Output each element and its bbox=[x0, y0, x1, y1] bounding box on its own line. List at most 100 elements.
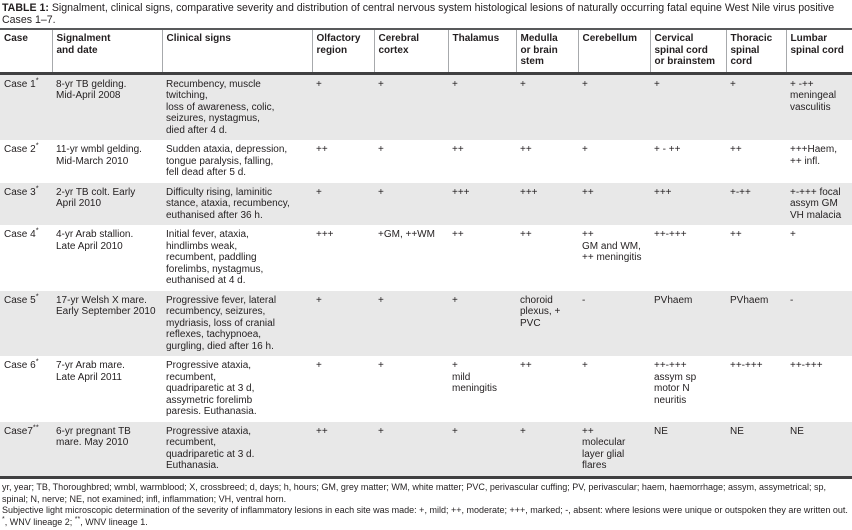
clinical-signs-cell: Progressive ataxia, recumbent, quadripar… bbox=[166, 360, 257, 418]
case-lineage-marker: * bbox=[35, 75, 39, 85]
cervical-cell: PVhaem bbox=[650, 290, 726, 357]
thoracic-cell: ++ bbox=[730, 144, 742, 156]
thalamus-cell: + bbox=[448, 73, 516, 141]
olfactory-cell: +++ bbox=[316, 229, 334, 241]
cervical-cell: +++ bbox=[650, 182, 726, 226]
lumbar-cell: +-+++ focal assym GM VH malacia bbox=[786, 182, 852, 226]
table-footnotes: yr, year; TB, Thoroughbred; wmbl, warmbl… bbox=[0, 479, 852, 529]
lumbar-cell: + bbox=[790, 229, 796, 241]
col-header-thalamus: Thalamus bbox=[447, 29, 516, 75]
signalment-cell: 6-yr pregnant TB mare. May 2010 bbox=[52, 421, 162, 479]
thalamus-cell: +++ bbox=[448, 182, 516, 226]
table-row: Case 2* 11-yr wmbl gelding. Mid-March 20… bbox=[0, 140, 852, 183]
thalamus-cell: + bbox=[448, 421, 516, 479]
lumbar-cell: - bbox=[786, 290, 852, 357]
cervical-cell: ++-+++ assym sp motor N neuritis bbox=[654, 360, 697, 406]
cerebral-cortex-cell: + bbox=[374, 182, 448, 226]
cerebellum-cell: ++ molecular layer glial flares bbox=[578, 421, 650, 479]
col-header-case: Case bbox=[0, 29, 52, 75]
cerebral-cortex-cell: + bbox=[374, 290, 448, 357]
cervical-cell: + bbox=[650, 73, 726, 141]
lumbar-cell: +++Haem, ++ infl. bbox=[790, 144, 837, 167]
olfactory-cell: ++ bbox=[316, 144, 328, 156]
cerebral-cortex-cell: + bbox=[378, 144, 384, 156]
case-lineage-marker: * bbox=[35, 141, 39, 151]
table-caption-text: Signalment, clinical signs, comparative … bbox=[2, 2, 835, 27]
lineage1-text: , WNV lineage 1. bbox=[80, 516, 148, 527]
case-label: Case7 bbox=[4, 425, 33, 437]
cerebellum-cell: + bbox=[582, 144, 588, 156]
medulla-cell: + bbox=[516, 73, 578, 141]
col-header-clinical-signs: Clinical signs bbox=[161, 29, 312, 75]
footnote-severity-scale: Subjective light microscopic determinati… bbox=[2, 505, 848, 516]
lesions-table: Case Signalment and date Clinical signs … bbox=[0, 28, 852, 479]
lineage2-marker: * bbox=[2, 515, 5, 523]
case-lineage-marker: * bbox=[35, 226, 39, 236]
olfactory-cell: ++ bbox=[312, 421, 374, 479]
lineage1-marker: ** bbox=[74, 515, 81, 523]
thoracic-cell: PVhaem bbox=[726, 290, 786, 357]
table-title: TABLE 1: Signalment, clinical signs, com… bbox=[0, 0, 852, 28]
case-label: Case 4 bbox=[4, 229, 36, 241]
cerebellum-cell: ++ GM and WM, ++ meningitis bbox=[582, 229, 642, 264]
clinical-signs-cell: Difficulty rising, laminitic stance, ata… bbox=[162, 182, 312, 226]
olfactory-cell: + bbox=[312, 182, 374, 226]
olfactory-cell: + bbox=[312, 73, 374, 141]
case-cell: Case 3* bbox=[0, 182, 52, 226]
case-cell: Case 1* bbox=[0, 73, 52, 141]
signalment-cell: 11-yr wmbl gelding. Mid-March 2010 bbox=[56, 144, 142, 167]
table-row: Case 5* 17-yr Welsh X mare. Early Septem… bbox=[0, 290, 852, 357]
case-label: Case 6 bbox=[4, 360, 36, 372]
footnote-abbreviations: yr, year; TB, Thoroughbred; wmbl, warmbl… bbox=[2, 481, 826, 504]
medulla-cell: ++ bbox=[520, 144, 532, 156]
cerebellum-cell: ++ bbox=[578, 182, 650, 226]
table-body: Case 1* 8-yr TB gelding. Mid-April 2008 … bbox=[0, 73, 852, 479]
clinical-signs-cell: Progressive ataxia, recumbent, quadripar… bbox=[162, 421, 312, 479]
col-header-medulla: Medulla or brain stem bbox=[515, 29, 578, 75]
cerebral-cortex-cell: + bbox=[374, 73, 448, 141]
footnote-lineage: *, WNV lineage 2; **, WNV lineage 1. bbox=[2, 515, 849, 529]
thalamus-cell: ++ bbox=[452, 144, 464, 156]
col-header-thoracic: Thoracic spinal cord bbox=[725, 29, 786, 75]
case-cell: Case 5* bbox=[0, 290, 52, 357]
col-header-cervical: Cervical spinal cord or brainstem bbox=[649, 29, 726, 75]
medulla-cell: +++ bbox=[516, 182, 578, 226]
signalment-cell: 2-yr TB colt. Early April 2010 bbox=[52, 182, 162, 226]
thoracic-cell: + bbox=[726, 73, 786, 141]
table-row: Case 6* 7-yr Arab mare. Late April 2011 … bbox=[0, 356, 852, 422]
case-cell: Case 4* bbox=[0, 225, 52, 291]
signalment-cell: 8-yr TB gelding. Mid-April 2008 bbox=[52, 73, 162, 141]
cerebellum-cell: - bbox=[578, 290, 650, 357]
medulla-cell: ++ bbox=[520, 360, 532, 372]
signalment-cell: 4-yr Arab stallion. Late April 2010 bbox=[56, 229, 134, 252]
cerebral-cortex-cell: +GM, ++WM bbox=[378, 229, 435, 241]
table-row: Case 3* 2-yr TB colt. Early April 2010 D… bbox=[0, 182, 852, 226]
case-label: Case 5 bbox=[4, 294, 36, 306]
case-lineage-marker: ** bbox=[32, 422, 39, 432]
clinical-signs-cell: Progressive fever, lateral recumbency, s… bbox=[162, 290, 312, 357]
medulla-cell: choroid plexus, + PVC bbox=[516, 290, 578, 357]
signalment-cell: 17-yr Welsh X mare. Early September 2010 bbox=[52, 290, 162, 357]
thalamus-cell: + bbox=[448, 290, 516, 357]
case-lineage-marker: * bbox=[35, 291, 39, 301]
lumbar-cell: + -++ meningeal vasculitis bbox=[786, 73, 852, 141]
case-label: Case 1 bbox=[4, 78, 36, 90]
case-cell: Case 6* bbox=[0, 356, 52, 422]
lineage2-text: , WNV lineage 2; bbox=[4, 516, 75, 527]
col-header-olfactory: Olfactory region bbox=[311, 29, 374, 75]
thoracic-cell: ++ bbox=[730, 229, 742, 241]
thalamus-cell: + mild meningitis bbox=[452, 360, 498, 395]
thoracic-cell: +-++ bbox=[726, 182, 786, 226]
olfactory-cell: + bbox=[312, 290, 374, 357]
cervical-cell: NE bbox=[650, 421, 726, 479]
thalamus-cell: ++ bbox=[452, 229, 464, 241]
cerebellum-cell: + bbox=[582, 360, 588, 372]
medulla-cell: ++ bbox=[520, 229, 532, 241]
cerebellum-cell: + bbox=[578, 73, 650, 141]
case-cell: Case 2* bbox=[0, 140, 52, 183]
thoracic-cell: NE bbox=[726, 421, 786, 479]
lumbar-cell: NE bbox=[786, 421, 852, 479]
olfactory-cell: + bbox=[316, 360, 322, 372]
signalment-cell: 7-yr Arab mare. Late April 2011 bbox=[56, 360, 125, 383]
